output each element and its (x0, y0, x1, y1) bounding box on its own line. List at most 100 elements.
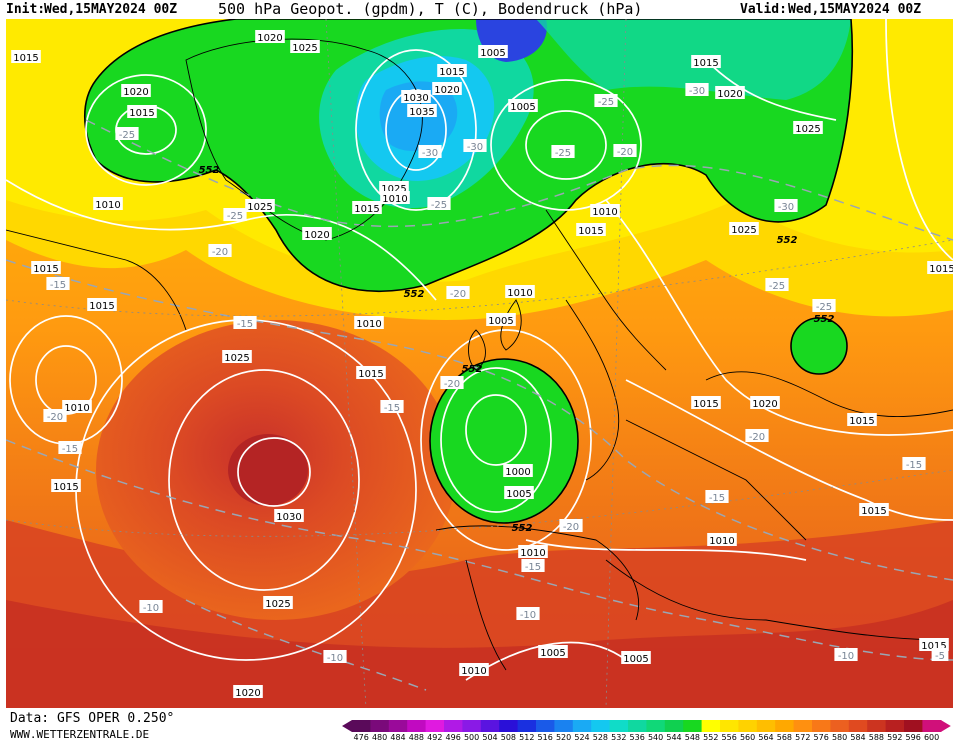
temperature-label: -30 (418, 145, 442, 159)
pressure-label: 1005 (621, 651, 651, 665)
pressure-label: 1015 (87, 298, 117, 312)
legend-swatch (885, 720, 905, 732)
pressure-label-box (729, 222, 759, 235)
legend-value: 584 (850, 733, 865, 740)
pressure-label-box (486, 313, 516, 326)
legend-swatch (830, 720, 850, 732)
pressure-label-text: 1015 (354, 204, 379, 215)
pressure-label-text: 1010 (356, 319, 381, 330)
legend-value: 568 (777, 733, 792, 740)
temperature-label-text: -25 (119, 130, 135, 141)
geopotential-label-text: 552 (462, 364, 483, 375)
temperature-label-box (427, 197, 451, 210)
pressure-label-box (707, 533, 737, 546)
legend-value: 552 (703, 733, 718, 740)
temperature-label-box (139, 600, 163, 613)
pressure-label-text: 1025 (381, 184, 406, 195)
legend-value: 524 (574, 733, 589, 740)
temperature-label-box (43, 409, 67, 422)
pressure-label: 1010 (590, 204, 620, 218)
geopotential-label: 552 (512, 523, 533, 534)
pressure-label-box (750, 396, 780, 409)
pressure-label: 1015 (11, 50, 41, 64)
legend-swatch (499, 720, 519, 732)
pressure-label: 1025 (379, 181, 409, 195)
temperature-label: -20 (208, 244, 232, 258)
pressure-label-text: 1025 (731, 225, 756, 236)
pressure-label: 1015 (437, 64, 467, 78)
legend-value: 556 (722, 733, 737, 740)
temperature-label-text: -30 (689, 86, 705, 97)
pressure-label: 1020 (233, 685, 263, 699)
pressure-label-text: 1015 (861, 506, 886, 517)
pressure-label: 1025 (263, 596, 293, 610)
temperature-label: -10 (139, 600, 163, 614)
geopotential-label: 552 (404, 289, 425, 300)
temperature-label-box (594, 94, 618, 107)
lat-lon-grid (6, 19, 953, 708)
legend-value: 512 (519, 733, 534, 740)
temperature-label-text: -20 (444, 379, 460, 390)
pressure-label: 1015 (127, 105, 157, 119)
pressure-label-text: 1015 (693, 58, 718, 69)
pressure-label-text: 1010 (95, 200, 120, 211)
pressure-label-text: 1020 (717, 89, 742, 100)
pressure-label: 1005 (478, 45, 508, 59)
weather-map[interactable]: 1015 1020 1025 1005 1015 1020 1030 1035 1020 1015… (6, 19, 953, 708)
legend-value: 572 (795, 733, 810, 740)
init-label: Init: (6, 2, 46, 17)
pressure-label: 1015 (352, 201, 382, 215)
pressure-label: 1000 (503, 464, 533, 478)
temperature-label: -10 (834, 648, 858, 662)
pressure-label-box (576, 223, 606, 236)
pressure-label: 1030 (401, 90, 431, 104)
eastern-low-green (791, 318, 847, 374)
temperature-label-box (521, 559, 545, 572)
legend-swatch (628, 720, 647, 732)
pressure-label-text: 1025 (247, 202, 272, 213)
pressure-label: 1010 (93, 197, 123, 211)
temperature-label: -20 (745, 429, 769, 443)
pressure-label: 1015 (847, 413, 877, 427)
geopotential-contours (83, 19, 854, 524)
temperature-label-box (516, 607, 540, 620)
pressure-label-text: 1025 (292, 43, 317, 54)
legend-swatch (720, 720, 739, 732)
temperature-label: -20 (446, 286, 470, 300)
temperature-label: -15 (521, 559, 545, 573)
temperature-label-text: -20 (212, 247, 228, 258)
pressure-label-box (380, 191, 410, 204)
pressure-label-box (432, 82, 462, 95)
pressure-label: 1005 (486, 313, 516, 327)
temperature-label-box (834, 648, 858, 661)
data-source: Data: GFS OPER 0.250° (10, 711, 175, 726)
temperature-label-box (46, 277, 70, 290)
pressure-label-text: 1015 (578, 226, 603, 237)
pressure-label-box (508, 99, 538, 112)
pressure-label: 1015 (691, 396, 721, 410)
geopotential-label-text: 552 (777, 235, 798, 246)
legend-value: 564 (758, 733, 773, 740)
temperature-label-text: -25 (816, 302, 832, 313)
map-title: 500 hPa Geopot. (gpdm), T (C), Bodendruc… (218, 0, 643, 18)
pressure-label: 1015 (691, 55, 721, 69)
pressure-label-box (51, 479, 81, 492)
temperature-label: -15 (380, 400, 404, 414)
pressure-label-box (691, 55, 721, 68)
temperature-label-text: -10 (143, 603, 159, 614)
legend-swatch (480, 720, 500, 732)
pressure-label-box (302, 227, 332, 240)
temperature-label: -15 (902, 457, 926, 471)
pressure-label-text: 1005 (510, 102, 535, 113)
pressure-label-box (11, 50, 41, 63)
legend-value: 496 (446, 733, 461, 740)
legend-swatch (572, 720, 592, 732)
pressure-label-box (290, 40, 320, 53)
pressure-label-box (222, 350, 252, 363)
pressure-label-text: 1020 (752, 399, 777, 410)
temperature-label-text: -10 (327, 653, 343, 664)
valid-time: Wed,15MAY2024 00Z (788, 2, 922, 17)
isobars (6, 19, 953, 681)
pressure-label-box (93, 197, 123, 210)
pressure-label-text: 1010 (592, 207, 617, 218)
